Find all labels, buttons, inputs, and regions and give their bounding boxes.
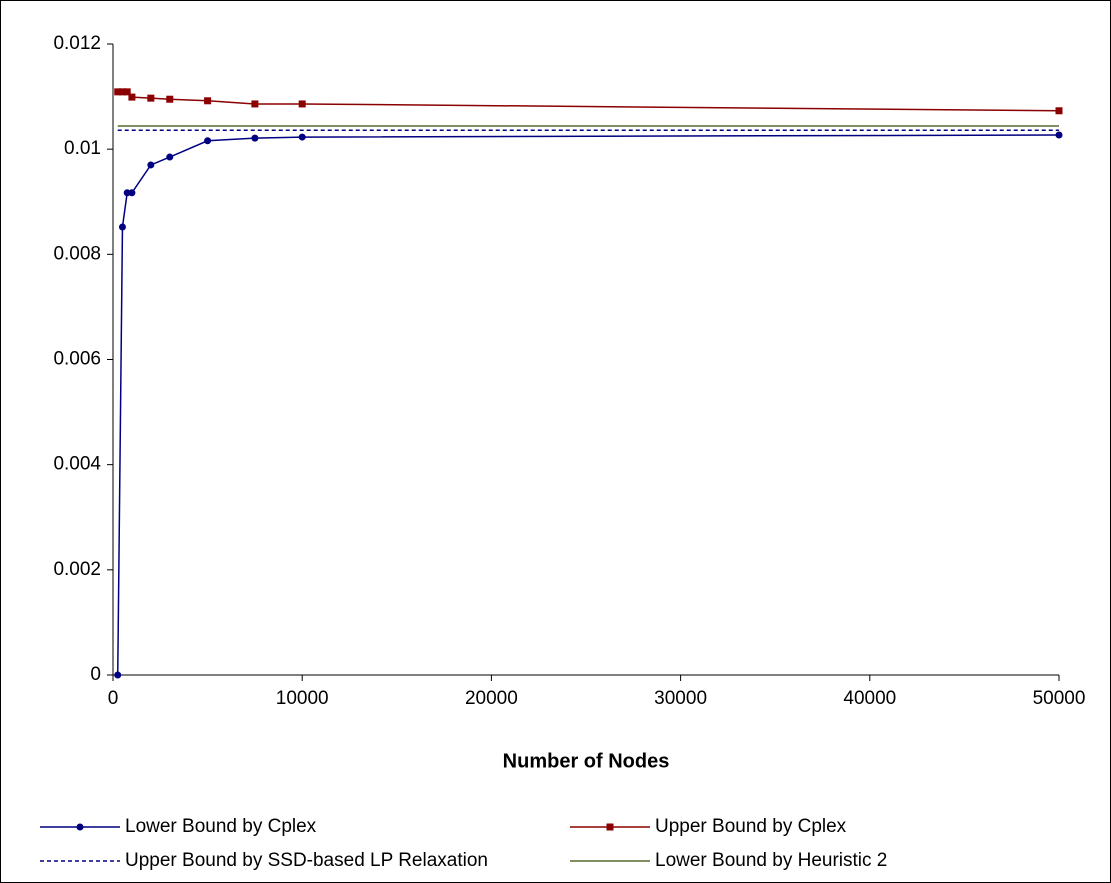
point <box>204 137 212 145</box>
point <box>1055 107 1063 115</box>
y-tick-label: 0.006 <box>53 349 101 370</box>
point <box>298 133 306 141</box>
y-tick-label: 0.002 <box>53 559 101 580</box>
x-axis-title: Number of Nodes <box>503 750 670 772</box>
x-tick-label: 10000 <box>276 688 329 709</box>
x-tick-label: 20000 <box>465 688 518 709</box>
point <box>1055 131 1063 139</box>
legend-label: Lower Bound by Cplex <box>125 816 317 837</box>
point <box>128 93 136 101</box>
x-tick-label: 40000 <box>843 688 896 709</box>
point <box>166 95 174 103</box>
point <box>118 88 126 96</box>
y-tick-label: 0.004 <box>53 454 101 475</box>
legend-label: Lower Bound by Heuristic 2 <box>655 850 887 871</box>
point <box>118 223 126 231</box>
point <box>166 153 174 161</box>
legend-marker <box>606 823 614 831</box>
point <box>251 134 259 142</box>
point <box>147 94 155 102</box>
y-tick-label: 0 <box>90 664 101 685</box>
point <box>147 161 155 169</box>
legend-marker <box>76 823 84 831</box>
point <box>114 88 122 96</box>
x-tick-label: 0 <box>108 688 119 709</box>
point <box>298 100 306 108</box>
x-tick-label: 50000 <box>1033 688 1086 709</box>
legend-label: Upper Bound by SSD-based LP Relaxation <box>125 850 488 871</box>
series-line <box>116 134 1060 676</box>
point <box>251 100 259 108</box>
point <box>128 189 136 197</box>
y-tick-label: 0.01 <box>64 138 101 159</box>
legend-label: Upper Bound by Cplex <box>655 816 847 837</box>
y-tick-label: 0.012 <box>53 33 101 54</box>
x-tick-label: 30000 <box>654 688 707 709</box>
point <box>204 97 212 105</box>
point <box>114 671 122 679</box>
point <box>123 88 131 96</box>
y-tick-label: 0.008 <box>53 243 101 264</box>
